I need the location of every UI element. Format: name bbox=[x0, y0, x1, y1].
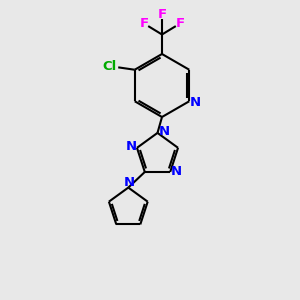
Text: Cl: Cl bbox=[102, 60, 116, 73]
Text: F: F bbox=[176, 16, 184, 30]
Text: N: N bbox=[124, 176, 135, 189]
Text: N: N bbox=[158, 125, 170, 138]
Text: N: N bbox=[190, 96, 201, 109]
Text: N: N bbox=[125, 140, 136, 153]
Text: N: N bbox=[171, 166, 182, 178]
Text: F: F bbox=[158, 8, 166, 21]
Text: F: F bbox=[140, 16, 148, 30]
